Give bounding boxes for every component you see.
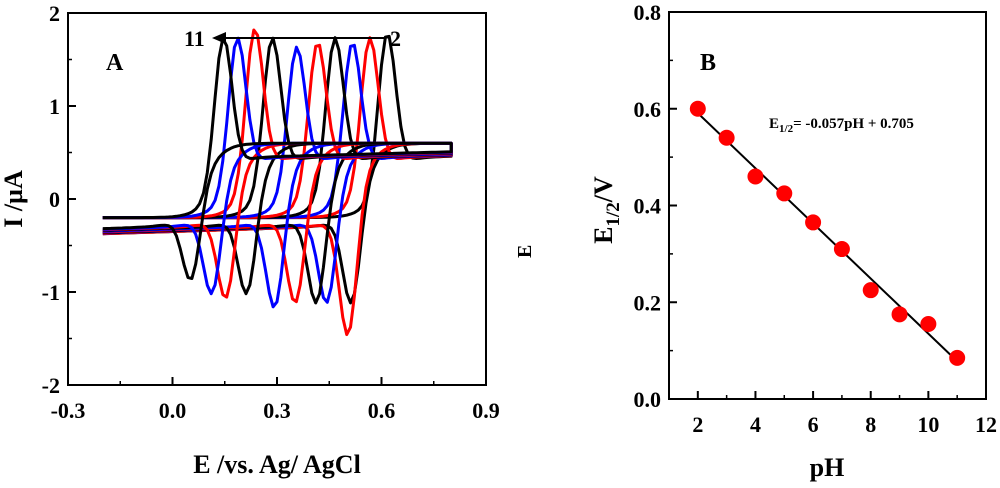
fit-line	[697, 112, 958, 362]
annotation-end-label: 11	[184, 26, 205, 51]
y-tick-label-a: 2	[49, 1, 60, 26]
scan-arrow-annotation: 2 11	[184, 26, 401, 51]
y-axis-title-a: I /µA	[0, 170, 28, 228]
data-point	[747, 168, 764, 185]
data-point	[891, 306, 908, 323]
data-point	[862, 282, 879, 299]
equation-lhs: E	[769, 116, 779, 132]
cv-curve-10	[102, 36, 453, 280]
panel-a-cyclic-voltammogram: 2 11 -0.3 0.0 0.3 0.6 0.9 2 1 0 -1 -2 A E /vs. Ag…	[0, 1, 500, 479]
panel-label-b: B	[700, 50, 716, 76]
x-tick-label-a: 0.3	[263, 398, 291, 423]
x-tick-label-b: 10	[917, 412, 939, 437]
data-point	[833, 241, 850, 258]
x-tick-label-b: 6	[808, 412, 819, 437]
regression-line	[697, 112, 958, 362]
x-tick-label-a: 0.9	[472, 398, 500, 423]
x-tick-label-b: 12	[975, 412, 997, 437]
panel-b-e-half-vs-ph: 2 4 6 8 10 120.80.60.40.20.0 B E1/2= -0.057pH…	[589, 0, 997, 482]
panel-label-a: A	[106, 50, 124, 76]
x-axis-title-a: E /vs. Ag/ AgCl	[193, 450, 361, 479]
y-tick-label-b: 0.6	[634, 97, 662, 122]
y-tick-label-b: 0.4	[634, 194, 662, 219]
x-tick-label-b: 2	[692, 412, 703, 437]
y-tick-label-a: -1	[42, 280, 60, 305]
overlap-mask	[514, 176, 538, 244]
y-tick-label-b: 0.0	[634, 387, 662, 412]
y-tick-label-b: 0.8	[634, 0, 662, 25]
y-tick-label-a: -2	[42, 373, 60, 398]
data-point	[920, 316, 937, 333]
data-point	[718, 129, 735, 146]
equation-rhs: = -0.057pH + 0.705	[793, 116, 914, 132]
y-tick-label-b: 0.2	[634, 290, 662, 315]
equation-subscript: 1/2	[779, 123, 794, 135]
y-title-main: E	[589, 226, 618, 243]
x-tick-label-a: 0.0	[159, 398, 187, 423]
y-axis-title-b: E1/2/V	[589, 176, 624, 244]
y-title-tail: /V	[589, 176, 618, 203]
data-point	[776, 185, 793, 202]
annotation-start-label: 2	[390, 26, 401, 51]
data-point	[689, 100, 706, 117]
x-tick-label-a: 0.6	[368, 398, 396, 423]
data-point	[949, 349, 966, 366]
fit-equation: E1/2= -0.057pH + 0.705	[769, 116, 914, 135]
y-title-sub: 1/2	[603, 202, 624, 226]
scan-arrow-head	[212, 32, 226, 44]
axes-a: -0.3 0.0 0.3 0.6 0.9 2 1 0 -1 -2	[42, 1, 500, 423]
y-tick-label-a: 0	[49, 187, 60, 212]
data-point	[805, 214, 822, 231]
x-axis-title-b: pH	[810, 453, 845, 482]
cv-curves	[102, 28, 453, 337]
axes-b: 2 4 6 8 10 12 0.8 0.6 0.4 0.2 0.0	[634, 0, 998, 437]
y-tick-label-a: 1	[49, 94, 60, 119]
x-tick-label-b: 4	[750, 412, 761, 437]
data-points	[689, 100, 966, 366]
x-tick-label-b: 8	[865, 412, 876, 437]
x-tick-label-a: -0.3	[51, 398, 86, 423]
